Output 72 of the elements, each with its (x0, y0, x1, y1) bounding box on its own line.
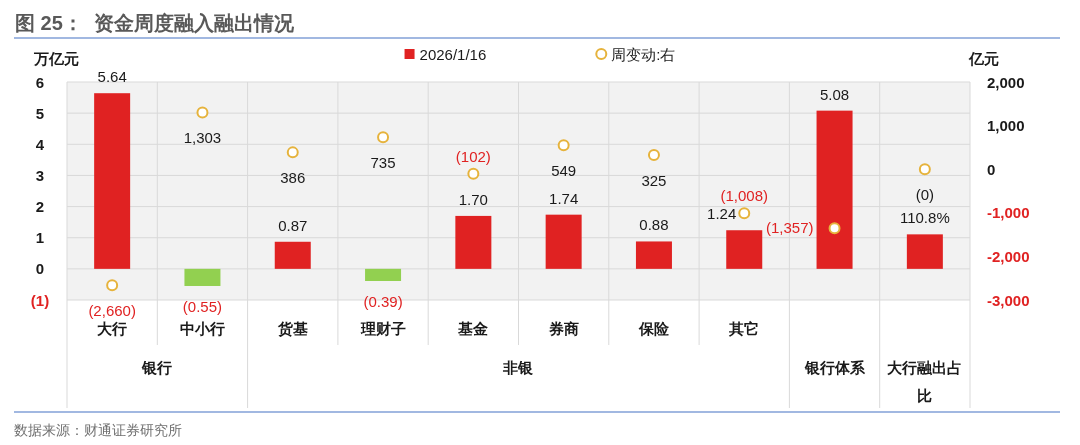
data-label: (0) (915, 186, 935, 204)
x-tick-label: 理财子 (359, 319, 407, 339)
data-label: 735 (370, 154, 396, 172)
y-tick-label: 3 (35, 166, 45, 184)
data-label: 1.24 (707, 205, 737, 223)
point (828, 222, 841, 235)
data-label: 5.08 (819, 85, 850, 103)
data-label: (0.55) (182, 297, 223, 315)
point (286, 146, 299, 159)
bar (545, 214, 582, 269)
chart-title: 图 25： 资金周度融入融出情况 (15, 12, 295, 34)
bar (816, 110, 853, 269)
text: 非银 (502, 358, 535, 378)
data-label: 5.64 (97, 68, 127, 86)
data-label: 1.70 (458, 190, 488, 208)
y2-tick-label: -3,000 (987, 291, 1030, 309)
data-label: (1,008) (720, 187, 769, 205)
y-axis-title: 万亿元 (32, 50, 79, 67)
text: 银行 (140, 358, 174, 378)
y2-tick-label: -2,000 (987, 247, 1030, 265)
y-tick-label: 5 (35, 104, 45, 122)
source-note: 数据来源：财通证券研究所 (14, 422, 182, 438)
point (647, 149, 660, 162)
y2-tick-label: -1,000 (987, 204, 1030, 222)
point (557, 139, 570, 152)
point (106, 279, 119, 292)
x-tick-label: 大行 (97, 320, 128, 337)
bar (635, 241, 672, 269)
data-label: 1.74 (549, 189, 579, 207)
data-label: 110.8% (899, 209, 950, 227)
bar (455, 215, 492, 269)
y-tick-label: 4 (35, 135, 45, 153)
data-label: (2,660) (88, 302, 136, 320)
y-tick-label: 2 (35, 198, 45, 216)
point (467, 167, 480, 180)
data-label: 0.87 (278, 216, 308, 234)
data-label: 549 (551, 162, 577, 180)
y-tick-label: (1) (30, 291, 50, 309)
x-tick-label: 基金 (457, 319, 490, 339)
data-label: (102) (455, 147, 491, 165)
bar (94, 93, 131, 269)
y2-tick-label: 1,000 (987, 117, 1025, 135)
y2-tick-label: 2,000 (987, 73, 1025, 91)
x-tick-label: 券商 (547, 319, 580, 339)
y-tick-label: 0 (35, 260, 45, 278)
y-tick-label: 1 (35, 229, 45, 247)
legend-label: 周变动:右 (611, 45, 676, 63)
text: 大行融出占比 (886, 358, 964, 406)
data-label: 0.88 (639, 216, 669, 234)
point (738, 207, 751, 220)
data-label: 325 (641, 172, 667, 190)
point (377, 131, 390, 144)
data-label: 386 (280, 169, 306, 187)
point (196, 106, 209, 119)
x-tick-label: 货基 (276, 319, 309, 339)
data-label: (0.39) (363, 293, 403, 310)
bar (184, 268, 221, 286)
legend-label: 2026/1/16 (419, 45, 487, 63)
bar (726, 230, 763, 269)
data-label: (1,357) (766, 219, 814, 237)
bar (274, 241, 311, 269)
text: 银行体系 (803, 358, 866, 378)
bar (906, 234, 943, 269)
y-tick-label: 6 (35, 73, 45, 91)
bar (365, 268, 402, 281)
x-tick-label: 保险 (637, 319, 670, 339)
x-tick-label: 其它 (728, 319, 761, 339)
y2-axis-title: 亿元 (968, 50, 999, 67)
y2-tick-label: 0 (987, 160, 996, 178)
data-label: 1,303 (183, 129, 222, 147)
x-tick-label: 中小行 (178, 319, 226, 339)
point (918, 163, 931, 176)
